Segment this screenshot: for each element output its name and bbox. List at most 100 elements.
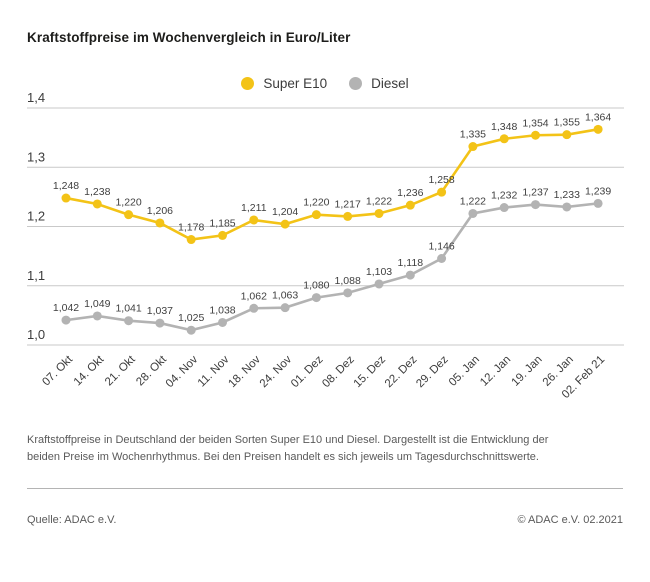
- legend: Super E10 Diesel: [0, 76, 650, 91]
- y-tick-label: 1,4: [27, 90, 45, 105]
- legend-label-super-e10: Super E10: [263, 76, 328, 91]
- legend-swatch-diesel-icon: [349, 77, 363, 90]
- y-tick-label: 1,1: [27, 268, 45, 283]
- x-tick-label: 04. Nov: [164, 353, 201, 390]
- data-point-diesel: [405, 270, 415, 280]
- data-point-super-e10: [61, 193, 71, 203]
- data-point-super-e10: [405, 200, 415, 210]
- data-point-diesel: [311, 293, 321, 303]
- chart-title: Kraftstoffpreise im Wochenvergleich in E…: [27, 30, 351, 45]
- value-label: 1,049: [84, 298, 110, 310]
- value-label: 1,103: [366, 266, 392, 278]
- data-point-super-e10: [92, 199, 102, 209]
- x-tick-label: 19. Jan: [509, 354, 544, 389]
- data-point-diesel: [218, 317, 227, 327]
- x-tick-label: 24. Nov: [258, 353, 295, 390]
- value-label: 1,037: [147, 305, 173, 317]
- x-tick-label: 01. Dez: [289, 353, 326, 390]
- data-point-super-e10: [499, 134, 509, 144]
- value-label: 1,080: [303, 280, 329, 292]
- value-label: 1,258: [428, 174, 454, 186]
- data-point-diesel: [186, 325, 196, 335]
- data-point-super-e10: [249, 215, 259, 225]
- x-tick-label: 21. Okt: [103, 353, 138, 388]
- data-point-diesel: [562, 202, 572, 212]
- value-label: 1,237: [522, 187, 548, 199]
- value-label: 1,335: [460, 129, 486, 141]
- source-label: Quelle: ADAC e.V.: [27, 514, 117, 526]
- value-label: 1,062: [241, 290, 267, 302]
- data-point-super-e10: [562, 130, 572, 140]
- y-tick-label: 1,0: [27, 327, 45, 342]
- data-point-diesel: [499, 203, 509, 213]
- copyright-label: © ADAC e.V. 02.2021: [517, 514, 623, 526]
- data-point-super-e10: [280, 219, 290, 229]
- series-line-super-e10: [65, 128, 599, 241]
- data-point-diesel: [155, 318, 165, 328]
- x-tick-label: 07. Okt: [40, 353, 75, 388]
- series-line-diesel: [65, 202, 599, 332]
- value-label: 1,038: [209, 304, 235, 316]
- value-label: 1,146: [428, 240, 454, 252]
- value-label: 1,217: [335, 198, 361, 210]
- value-label: 1,220: [303, 197, 329, 209]
- x-tick-label: 08. Dez: [320, 353, 357, 390]
- value-label: 1,232: [491, 190, 517, 202]
- legend-label-diesel: Diesel: [371, 76, 409, 91]
- value-label: 1,088: [335, 275, 361, 287]
- data-point-diesel: [531, 200, 540, 210]
- value-label: 1,118: [398, 257, 424, 269]
- chart-description: Kraftstoffpreise in Deutschland der beid…: [27, 434, 549, 464]
- data-point-super-e10: [437, 187, 447, 197]
- value-label: 1,025: [178, 312, 204, 324]
- legend-swatch-super-e10-icon: [241, 77, 255, 90]
- value-label: 1,063: [272, 290, 298, 302]
- data-point-diesel: [343, 288, 353, 298]
- data-point-diesel: [249, 303, 259, 313]
- value-label: 1,364: [585, 111, 611, 123]
- y-tick-label: 1,3: [27, 149, 45, 164]
- data-point-diesel: [92, 311, 102, 321]
- data-point-diesel: [374, 279, 384, 289]
- data-point-super-e10: [186, 235, 196, 245]
- value-label: 1,204: [272, 206, 298, 218]
- data-point-super-e10: [155, 218, 165, 228]
- value-label: 1,348: [491, 121, 517, 133]
- value-label: 1,355: [554, 117, 580, 129]
- value-label: 1,185: [209, 217, 235, 229]
- x-tick-label: 12. Jan: [478, 354, 513, 389]
- value-label: 1,222: [366, 195, 392, 207]
- data-point-diesel: [437, 253, 447, 263]
- value-label: 1,236: [397, 187, 423, 199]
- legend-item-super-e10: Super E10: [241, 76, 327, 91]
- value-label: 1,041: [115, 303, 141, 315]
- data-point-diesel: [280, 303, 290, 313]
- data-point-super-e10: [531, 130, 540, 140]
- data-point-diesel: [468, 208, 478, 218]
- x-tick-label: 05. Jan: [447, 354, 482, 389]
- x-tick-label: 29. Dez: [414, 353, 451, 390]
- value-label: 1,222: [460, 195, 486, 207]
- footer-divider: [27, 488, 623, 489]
- data-point-diesel: [61, 315, 71, 325]
- footer: Quelle: ADAC e.V. © ADAC e.V. 02.2021: [27, 514, 623, 526]
- value-label: 1,248: [53, 180, 79, 192]
- data-point-super-e10: [593, 124, 603, 134]
- data-point-super-e10: [218, 230, 227, 240]
- value-label: 1,211: [241, 202, 267, 214]
- value-label: 1,206: [147, 205, 173, 217]
- data-point-super-e10: [343, 211, 353, 221]
- data-point-super-e10: [468, 142, 478, 152]
- value-label: 1,220: [115, 197, 141, 209]
- value-label: 1,233: [554, 189, 580, 201]
- value-label: 1,042: [53, 302, 79, 314]
- legend-item-diesel: Diesel: [349, 76, 409, 91]
- data-point-super-e10: [311, 210, 321, 220]
- value-label: 1,354: [522, 117, 548, 129]
- x-tick-label: 11. Nov: [196, 353, 232, 389]
- x-tick-label: 22. Dez: [383, 353, 420, 390]
- value-label: 1,178: [178, 222, 204, 234]
- data-point-super-e10: [124, 210, 134, 220]
